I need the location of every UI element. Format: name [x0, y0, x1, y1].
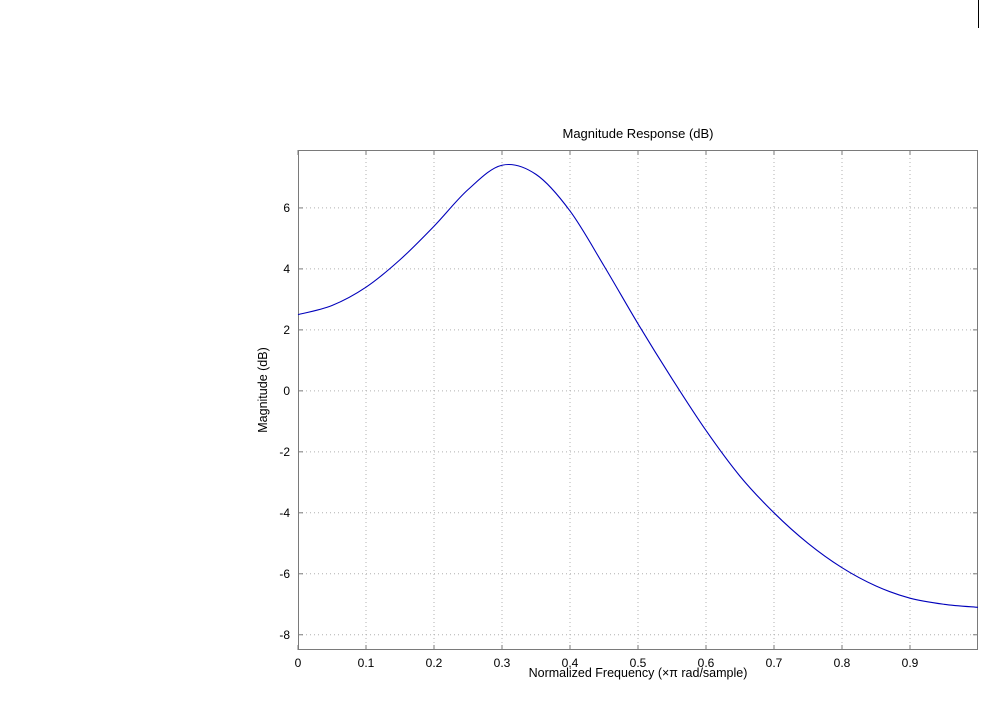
x-tick-label: 0.4: [562, 656, 579, 670]
y-tick-label: 6: [283, 201, 290, 215]
x-tick-label: 0.8: [834, 656, 851, 670]
x-tick-label: 0: [295, 656, 302, 670]
y-axis-label: Magnitude (dB): [256, 347, 270, 433]
magnitude-response-plot: 0 0.1 0.2 0.3 0.4 0.5 0.6 0.7 0.8 0.9 -8 -6 -4 -2 0 2 4 6: [279, 150, 979, 670]
chart-title: Magnitude Response (dB): [562, 126, 714, 141]
y-tick-label: -4: [279, 506, 290, 520]
x-tick-label: 0.5: [630, 656, 647, 670]
x-tick-label: 0.7: [766, 656, 783, 670]
x-tick-label: 0.3: [494, 656, 511, 670]
y-tick-label: -6: [279, 567, 290, 581]
y-tick-label: 4: [283, 262, 290, 276]
y-tick-label: 0: [283, 384, 290, 398]
y-tick-label: -8: [279, 628, 290, 642]
x-tick-label: 0.6: [698, 656, 715, 670]
response-curve: [297, 163, 979, 608]
x-tick-label: 0.2: [426, 656, 443, 670]
x-axis-label: Normalized Frequency (×π rad/sample): [528, 666, 748, 680]
window-edge-line: [978, 0, 979, 28]
y-tick-label: -2: [279, 445, 290, 459]
x-tick-label: 0.1: [358, 656, 375, 670]
y-tick-label: 2: [283, 323, 290, 337]
x-tick-label: 0.9: [902, 656, 919, 670]
